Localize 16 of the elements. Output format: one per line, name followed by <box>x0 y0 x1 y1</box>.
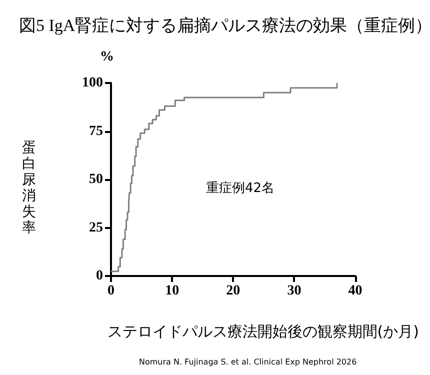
x-tick-label: 10 <box>165 284 180 298</box>
y-tick-label: 50 <box>89 172 103 187</box>
y-tick-label: 25 <box>89 220 103 236</box>
text: % <box>100 50 114 64</box>
annotation: 重症例42名 <box>206 181 275 196</box>
text: Nomura N. Fujinaga S. et al. Clinical Exp Nephrol 2026 <box>139 358 357 366</box>
x-tick-label: 30 <box>287 284 302 298</box>
y-tick-label: 75 <box>89 124 103 139</box>
x-tick-label: 0 <box>108 284 114 298</box>
y-tick-label: 0 <box>96 268 103 284</box>
chart-title: 図5 IgA腎症に対する扁摘パルス療法の効果（重症例） <box>19 16 430 35</box>
y-tick-label: 100 <box>82 76 103 90</box>
x-tick-label: 40 <box>348 284 362 298</box>
x-axis-title: ステロイドパルス療法開始後の観察期間(か月) <box>107 322 420 340</box>
x-tick-label: 20 <box>226 284 240 298</box>
y-axis-title: 蛋白尿消失率 <box>22 140 36 236</box>
